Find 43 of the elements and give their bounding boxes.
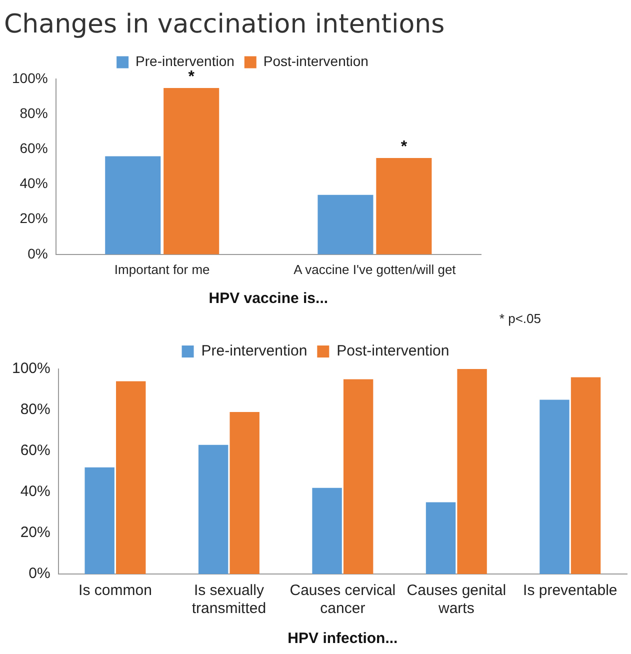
y-tick-label: 0% xyxy=(28,565,50,582)
bar xyxy=(198,444,228,574)
bar xyxy=(116,381,146,574)
y-tick-label: 80% xyxy=(20,401,50,418)
bar xyxy=(343,379,374,574)
annotation: * xyxy=(400,138,408,156)
y-tick-label: 100% xyxy=(12,360,50,378)
legend-label: Post-intervention xyxy=(336,342,450,360)
x-tick-label: Is preventable xyxy=(523,582,618,600)
legend-label: Post-intervention xyxy=(263,53,368,70)
x-tick-label: Causes genital warts xyxy=(406,582,506,618)
y-tick-label: 80% xyxy=(20,105,48,122)
bar xyxy=(457,369,487,574)
x-axis-title: HPV vaccine is... xyxy=(208,290,328,308)
y-tick-label: 100% xyxy=(12,70,48,86)
x-axis-title: HPV infection... xyxy=(288,630,398,648)
y-tick-label: 20% xyxy=(20,524,50,542)
y-tick-label: 0% xyxy=(28,245,48,262)
bar xyxy=(426,502,456,574)
bar xyxy=(540,400,570,574)
bar xyxy=(230,412,260,574)
x-tick-label: Is sexually transmitted xyxy=(192,582,266,618)
x-tick-label: Causes cervical cancer xyxy=(290,582,396,618)
bar xyxy=(312,488,342,574)
x-tick-label: Important for me xyxy=(114,262,210,277)
bar xyxy=(570,377,601,574)
y-tick-label: 40% xyxy=(20,483,50,500)
y-tick-label: 40% xyxy=(20,175,48,192)
bar xyxy=(84,467,114,574)
y-tick-label: 20% xyxy=(20,210,48,226)
y-tick-label: 60% xyxy=(20,442,50,460)
annotation: * xyxy=(188,68,196,86)
legend-label: Pre-intervention xyxy=(136,53,234,70)
bar xyxy=(376,158,432,254)
y-tick-label: 60% xyxy=(20,140,48,156)
chart-title: Changes in vaccination intentions xyxy=(4,9,445,40)
x-tick-label: Is common xyxy=(78,582,152,600)
legend-label: Pre-intervention xyxy=(201,342,308,360)
bar xyxy=(105,156,161,254)
bar xyxy=(164,88,220,254)
bar xyxy=(318,194,374,254)
text: * p<.05 xyxy=(499,311,541,326)
x-tick-label: A vaccine I've gotten/will get xyxy=(294,262,456,277)
